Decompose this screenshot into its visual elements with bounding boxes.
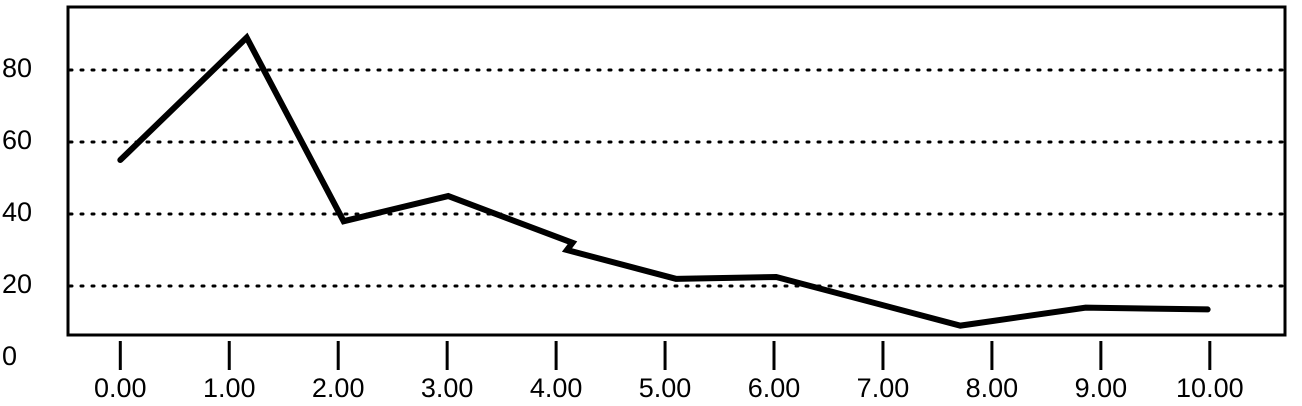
x-tick-label: 2.00 xyxy=(312,373,365,403)
x-tick-label: 7.00 xyxy=(857,373,910,403)
y-tick-label: 20 xyxy=(2,269,32,299)
x-tick-label: 4.00 xyxy=(530,373,583,403)
y-tick-label: 60 xyxy=(2,125,32,155)
x-tick-label: 5.00 xyxy=(639,373,692,403)
x-tick-label: 1.00 xyxy=(203,373,256,403)
x-tick-label: 3.00 xyxy=(421,373,474,403)
x-tick-label: 10.00 xyxy=(1176,373,1244,403)
y-tick-label: 80 xyxy=(2,53,32,83)
x-tick-label: 8.00 xyxy=(966,373,1019,403)
x-tick-label: 9.00 xyxy=(1075,373,1128,403)
x-tick-label: 0.00 xyxy=(94,373,147,403)
y-tick-label: 40 xyxy=(2,197,32,227)
plot-frame xyxy=(66,5,1287,337)
x-tick-label: 6.00 xyxy=(748,373,801,403)
y-tick-label: 0 xyxy=(2,341,17,371)
data-line xyxy=(117,32,1211,329)
